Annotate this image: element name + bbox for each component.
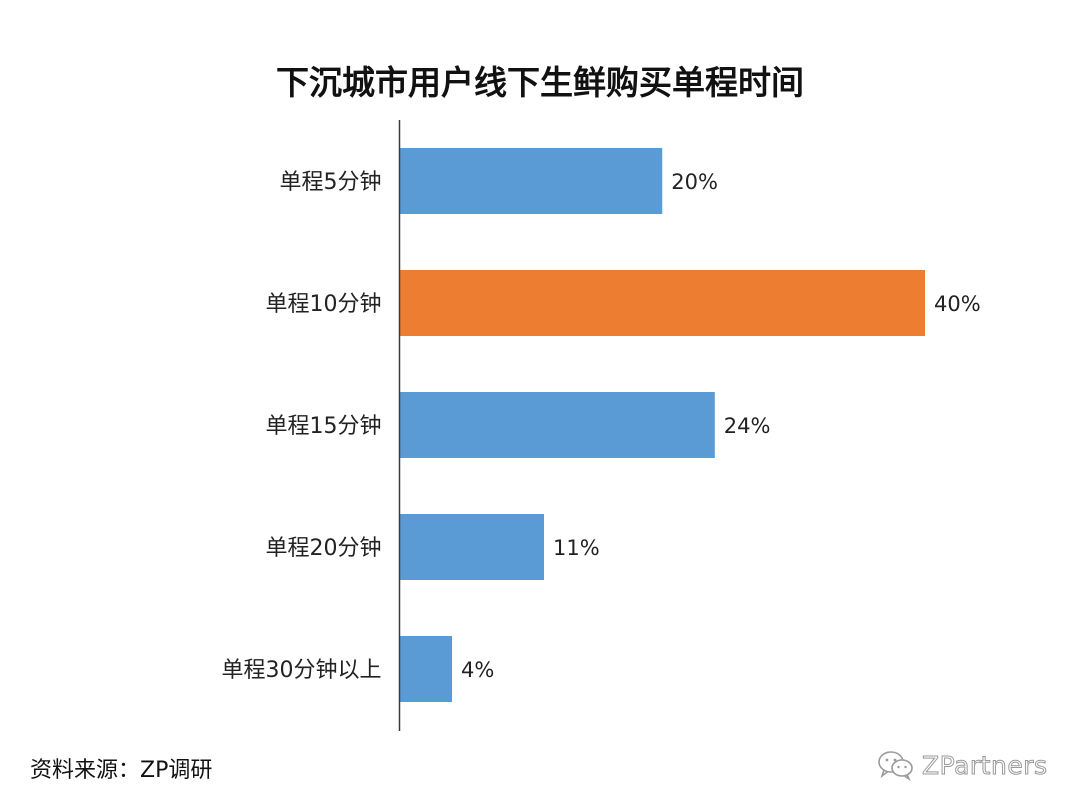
category-label-2: 单程10分钟 <box>266 292 382 317</box>
value-label-5: 4% <box>461 658 494 682</box>
category-label-4: 单程20分钟 <box>266 536 382 561</box>
bar-2 <box>399 270 925 336</box>
watermark-text: ZPartners <box>922 750 1048 780</box>
source-note: 资料来源：ZP调研 <box>30 758 213 783</box>
value-label-3: 24% <box>724 414 771 438</box>
wechat-icon <box>878 751 913 781</box>
category-label-3: 单程15分钟 <box>266 414 382 439</box>
value-label-2: 40% <box>934 292 981 316</box>
value-label-1: 20% <box>671 170 718 194</box>
watermark: ZPartners <box>876 748 1048 782</box>
bar-1 <box>399 148 663 214</box>
bar-5 <box>399 636 453 702</box>
bars-group: 单程5分钟 20% 单程10分钟 40% 单程15分钟 24% 单程20分钟 11% 单程30分… <box>222 148 981 702</box>
bar-4 <box>399 514 545 580</box>
bar-chart: 下沉城市用户线下生鲜购买单程时间 单程5分钟 20% 单程10分钟 40% 单程15分钟… <box>222 63 981 731</box>
value-label-4: 11% <box>553 536 600 560</box>
bar-3 <box>399 392 715 458</box>
category-label-1: 单程5分钟 <box>280 170 382 195</box>
category-label-5: 单程30分钟以上 <box>222 658 382 683</box>
chart-title: 下沉城市用户线下生鲜购买单程时间 <box>276 63 804 102</box>
